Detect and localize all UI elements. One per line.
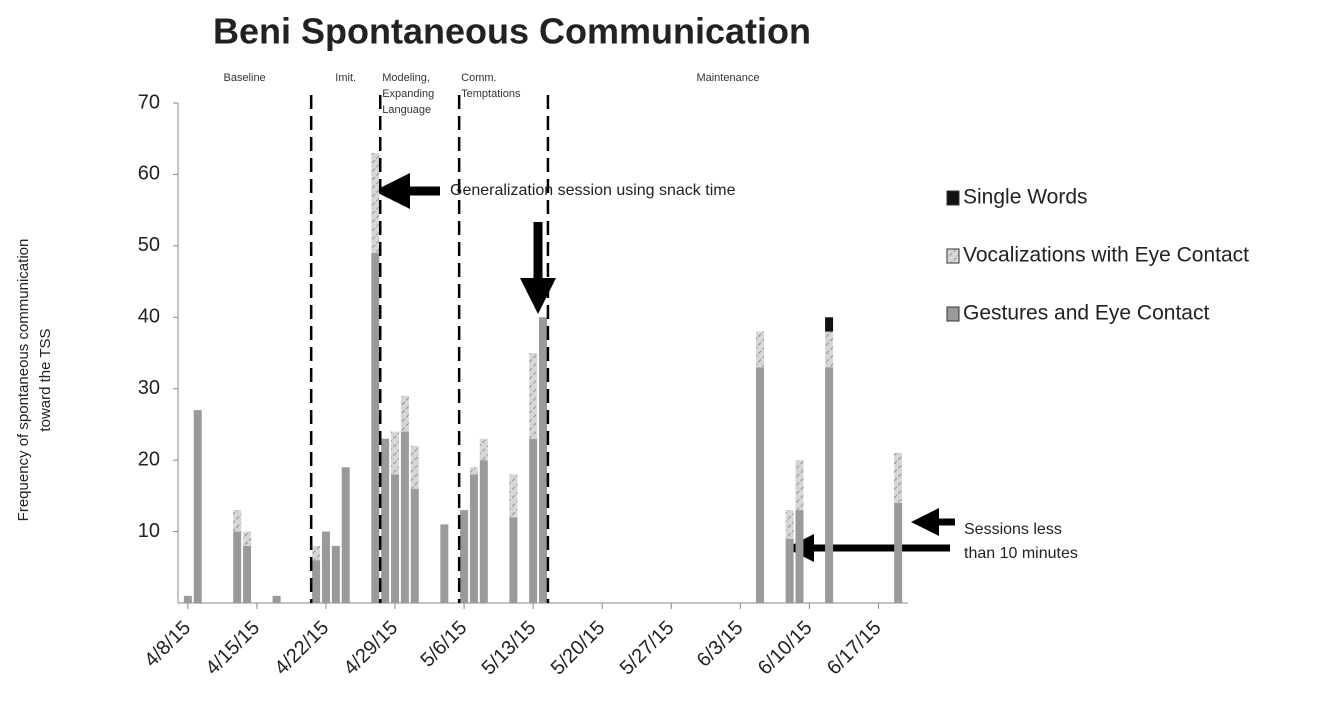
annotation: Sessions less [964,521,1062,538]
bar-segment [400,431,409,603]
bar-segment [539,317,547,603]
bar-segment [469,474,478,603]
bar-segment [756,367,765,603]
y-tick-label: 10 [138,520,160,542]
phase-label: Imit. [335,72,356,84]
bar-hatch [894,453,903,503]
chart-title: Beni Spontaneous Communication [213,11,811,52]
bar-segment [391,474,400,603]
bar-hatch [756,331,765,368]
x-tick-label: 4/22/15 [270,617,333,680]
bar-hatch [509,474,518,518]
annotation: Generalization session using snack time [450,182,736,199]
annotation: than 10 minutes [964,545,1078,562]
x-tick-label: 4/8/15 [140,617,195,672]
bar-segment [371,253,380,603]
bar-segment [440,524,449,603]
y-axis-label: Frequency of spontaneous communication to… [15,239,54,522]
legend-hatch [947,249,959,263]
x-tick-label: 5/13/15 [478,617,541,680]
legend-label: Vocalizations with Eye Contact [963,244,1249,267]
bar-hatch [529,353,538,439]
bar-segment [785,538,794,603]
bar-hatch [243,531,252,546]
x-tick-label: 5/27/15 [616,617,679,680]
legend-swatch [946,190,960,206]
legend-label: Single Words [963,186,1088,209]
y-tick-label: 20 [138,448,160,470]
bar-hatch [371,153,380,253]
bar-segment [381,438,390,603]
x-tick-label: 5/20/15 [547,617,610,680]
bar-hatch [233,510,242,532]
bar-hatch [312,545,321,561]
bar-segment [825,367,834,603]
bar-segment [795,510,804,603]
bar-segment [341,467,350,603]
bar-hatch [825,331,834,368]
y-tick-label: 30 [138,377,160,399]
bar-segment [460,510,469,603]
legend-swatch [946,306,960,322]
bar-segment [183,595,192,603]
bar-segment [321,531,330,603]
bar-segment [193,410,202,603]
bar-segment [272,595,281,603]
x-tick-label: 6/17/15 [823,617,886,680]
x-tick-label: 6/3/15 [693,617,748,672]
bar-segment [894,503,903,603]
bar-hatch [469,467,478,475]
legend-label: Gestures and Eye Contact [963,302,1209,325]
bar-segment [410,488,419,603]
bar-segment [243,545,252,603]
phase-label: Language [382,104,431,116]
phase-label: Comm. [461,72,496,84]
y-tick-label: 60 [138,163,160,185]
bar-hatch [795,460,804,511]
x-tick-label: 4/15/15 [201,617,264,680]
bar-hatch [391,431,400,475]
bar-segment [479,460,488,603]
bar-hatch [785,510,794,539]
y-tick-label: 70 [138,91,160,113]
bar-hatch [410,445,419,489]
phase-label: Temptations [461,88,521,100]
x-tick-label: 5/6/15 [416,617,471,672]
bar-segment [312,560,321,603]
phase-label: Baseline [223,72,265,84]
bar-segment [825,317,834,332]
x-tick-label: 4/29/15 [340,617,403,680]
y-tick-label: 50 [138,234,160,256]
phase-label: Expanding [382,88,434,100]
bar-segment [233,531,242,603]
phase-label: Maintenance [696,72,759,84]
bar-hatch [479,438,488,461]
y-axis-label-line: Frequency of spontaneous communication [15,239,32,522]
phase-label: Modeling, [382,72,430,84]
y-tick-label: 40 [138,306,160,328]
bar-segment [529,438,538,603]
bar-segment [509,517,518,603]
bar-hatch [400,395,409,432]
bar-segment [331,545,340,603]
y-axis-label-line: toward the TSS [37,328,54,431]
x-tick-label: 6/10/15 [754,617,817,680]
